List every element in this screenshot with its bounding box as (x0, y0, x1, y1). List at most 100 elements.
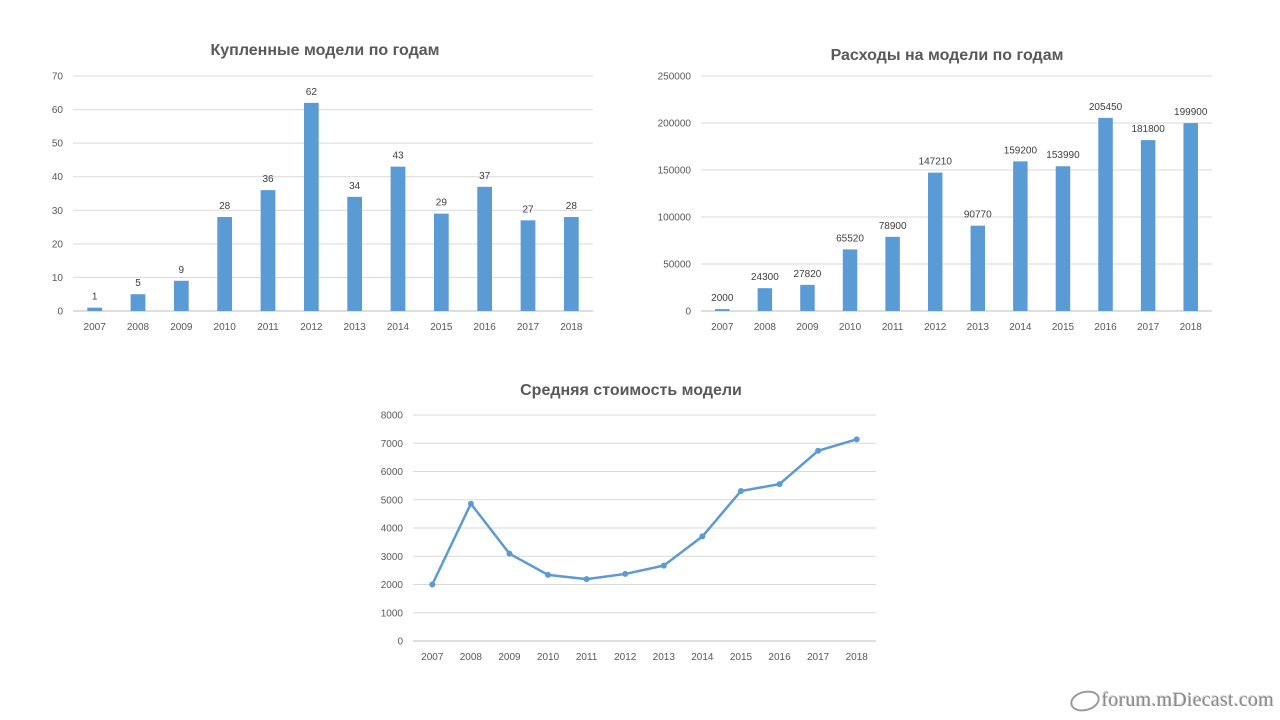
data-point (545, 571, 552, 578)
x-tick-label: 2012 (614, 652, 637, 663)
x-tick-label: 2009 (498, 652, 521, 663)
x-tick-label: 2010 (537, 652, 560, 663)
bar-data-label: 27820 (794, 269, 822, 280)
bar (477, 186, 493, 311)
bar (970, 225, 986, 311)
x-tick-label: 2012 (924, 322, 947, 333)
y-tick-label: 200000 (658, 119, 692, 130)
data-point (429, 581, 436, 588)
data-point (853, 436, 860, 443)
x-tick-label: 2013 (967, 322, 990, 333)
chart-title: Расходы на модели по годам (831, 47, 1064, 64)
data-point (622, 570, 629, 577)
bar-data-label: 2000 (711, 293, 734, 304)
x-tick-label: 2017 (807, 652, 830, 663)
bar-data-label: 78900 (879, 221, 907, 232)
y-tick-label: 20 (52, 239, 64, 250)
data-point (737, 487, 744, 494)
y-tick-label: 7000 (381, 439, 404, 450)
bar-data-label: 34 (349, 181, 361, 192)
x-tick-label: 2010 (839, 322, 862, 333)
bar (303, 102, 319, 311)
bar (1098, 117, 1113, 311)
forum-watermark: forum.mDiecast.com (1067, 687, 1274, 715)
y-tick-label: 40 (52, 172, 64, 183)
x-tick-label: 2018 (560, 322, 583, 333)
x-tick-label: 2009 (796, 322, 819, 333)
bar (885, 236, 900, 311)
bar (130, 294, 146, 311)
bar-data-label: 62 (306, 87, 318, 98)
bar-data-label: 5 (135, 278, 141, 289)
bar-data-label: 1 (92, 292, 98, 303)
bar (842, 249, 858, 311)
x-tick-label: 2013 (653, 652, 676, 663)
x-tick-label: 2007 (421, 652, 444, 663)
x-tick-label: 2007 (84, 322, 107, 333)
y-tick-label: 3000 (381, 552, 404, 563)
bar-data-label: 153990 (1046, 150, 1080, 161)
x-tick-label: 2014 (1009, 322, 1032, 333)
y-tick-label: 2000 (381, 580, 404, 591)
bar (390, 166, 406, 311)
bar (1055, 166, 1071, 311)
x-tick-label: 2016 (474, 322, 497, 333)
bar-data-label: 159200 (1004, 145, 1038, 156)
bar-data-label: 29 (436, 198, 448, 209)
y-tick-label: 100000 (658, 213, 692, 224)
chart-title: Средняя стоимость модели (520, 382, 742, 399)
purchased-models-chart: Купленные модели по годам 0 10 20 30 40 50 60 7… (52, 42, 593, 333)
y-tick-label: 60 (52, 105, 64, 116)
bar-data-label: 147210 (919, 157, 953, 168)
y-tick-label: 50000 (663, 260, 691, 271)
bar-data-label: 24300 (751, 272, 779, 283)
x-tick-label: 2012 (300, 322, 323, 333)
y-tick-label: 50 (52, 139, 64, 150)
y-tick-label: 0 (57, 307, 63, 318)
bar-data-label: 181800 (1131, 124, 1165, 135)
bar (520, 220, 536, 311)
bar (433, 213, 449, 311)
bar-data-label: 65520 (836, 233, 864, 244)
x-tick-label: 2017 (1137, 322, 1160, 333)
x-tick-label: 2018 (1180, 322, 1203, 333)
model-expenses-chart: Расходы на модели по годам 0 50000 100000 1… (658, 47, 1212, 333)
x-tick-label: 2007 (711, 322, 734, 333)
y-tick-label: 70 (52, 72, 64, 83)
x-tick-label: 2008 (754, 322, 777, 333)
data-point (815, 447, 822, 454)
bar (87, 307, 103, 311)
y-tick-label: 150000 (658, 166, 692, 177)
y-tick-label: 4000 (381, 524, 404, 535)
x-tick-label: 2015 (1052, 322, 1075, 333)
x-tick-label: 2011 (576, 652, 598, 663)
data-point (583, 576, 590, 583)
average-model-cost-chart: Средняя стоимость модели 0 1000 2000 3000 40… (381, 382, 876, 663)
bar (715, 309, 730, 311)
x-tick-label: 2018 (846, 652, 869, 663)
x-tick-label: 2013 (344, 322, 367, 333)
bar (563, 217, 579, 311)
bar-data-label: 43 (392, 151, 404, 162)
bar-data-label: 27 (522, 204, 534, 215)
x-tick-label: 2010 (214, 322, 237, 333)
bar-data-label: 90770 (964, 210, 992, 221)
x-tick-label: 2008 (460, 652, 483, 663)
data-point (699, 533, 706, 540)
x-tick-label: 2011 (257, 322, 279, 333)
y-tick-label: 0 (397, 637, 403, 648)
bar (1140, 140, 1156, 311)
bar-data-label: 199900 (1174, 107, 1208, 118)
x-tick-label: 2016 (1094, 322, 1117, 333)
x-tick-label: 2009 (170, 322, 193, 333)
series-line (431, 438, 858, 586)
y-tick-label: 10 (52, 273, 64, 284)
bar (757, 288, 773, 311)
bar (173, 280, 189, 311)
x-tick-label: 2014 (691, 652, 714, 663)
bar-data-label: 28 (219, 201, 231, 212)
x-tick-label: 2011 (882, 322, 904, 333)
forum-logo-icon (1067, 687, 1102, 715)
watermark-text: forum.mDiecast.com (1101, 689, 1274, 711)
